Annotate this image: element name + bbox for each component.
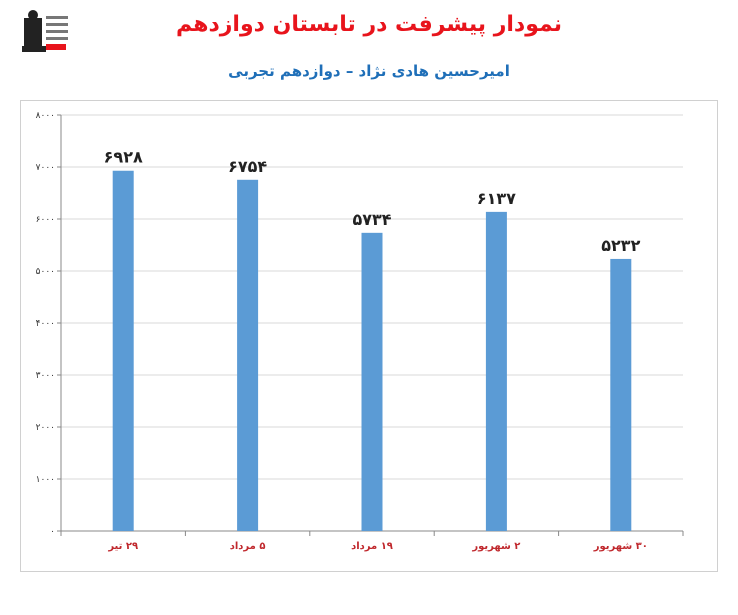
data-label: ۶۹۲۸ bbox=[104, 148, 143, 167]
y-tick-label: ۴۰۰۰ bbox=[36, 319, 55, 329]
bar bbox=[112, 170, 134, 531]
data-label: ۶۷۵۴ bbox=[228, 157, 267, 176]
y-tick-label: ۵۰۰۰ bbox=[36, 267, 55, 277]
x-tick-label: ۱۹ مرداد bbox=[351, 541, 393, 552]
x-tick-label: ۲۹ تیر bbox=[107, 541, 138, 552]
y-tick-label: ۱۰۰۰ bbox=[36, 475, 55, 485]
page-subtitle: امیرحسین هادی نژاد – دوازدهم تجربی bbox=[228, 62, 510, 80]
logo bbox=[22, 8, 72, 56]
x-tick-label: ۵ مرداد bbox=[230, 541, 266, 552]
data-label: ۵۷۳۴ bbox=[352, 210, 391, 229]
data-label: ۶۱۳۷ bbox=[477, 189, 516, 208]
y-tick-label: ۰ bbox=[50, 527, 55, 537]
page-title: نمودار پیشرفت در تابستان دوازدهم bbox=[175, 12, 563, 37]
x-tick-label: ۳۰ شهریور bbox=[593, 541, 648, 552]
bar bbox=[610, 258, 632, 531]
bar bbox=[237, 179, 259, 531]
y-tick-label: ۳۰۰۰ bbox=[36, 371, 55, 381]
bar bbox=[361, 232, 383, 531]
chart-frame: ۰ ۱۰۰۰ ۲۰۰۰ ۳۰۰۰ ۴۰۰۰ ۵۰۰۰ ۶۰۰۰ ۷۰۰۰ ۸۰۰۰ ۶۹۲۸ ۲۹ … bbox=[20, 100, 718, 572]
x-tick-label: ۲ شهریور bbox=[471, 541, 520, 552]
y-tick-label: ۷۰۰۰ bbox=[36, 163, 55, 173]
bar-chart: ۰ ۱۰۰۰ ۲۰۰۰ ۳۰۰۰ ۴۰۰۰ ۵۰۰۰ ۶۰۰۰ ۷۰۰۰ ۸۰۰۰ ۶۹۲۸ ۲۹ … bbox=[36, 111, 684, 552]
data-label: ۵۲۳۲ bbox=[601, 236, 640, 255]
y-tick-label: ۸۰۰۰ bbox=[36, 111, 55, 121]
bar bbox=[485, 211, 507, 531]
y-tick-label: ۲۰۰۰ bbox=[36, 423, 55, 433]
y-tick-label: ۶۰۰۰ bbox=[36, 215, 55, 225]
